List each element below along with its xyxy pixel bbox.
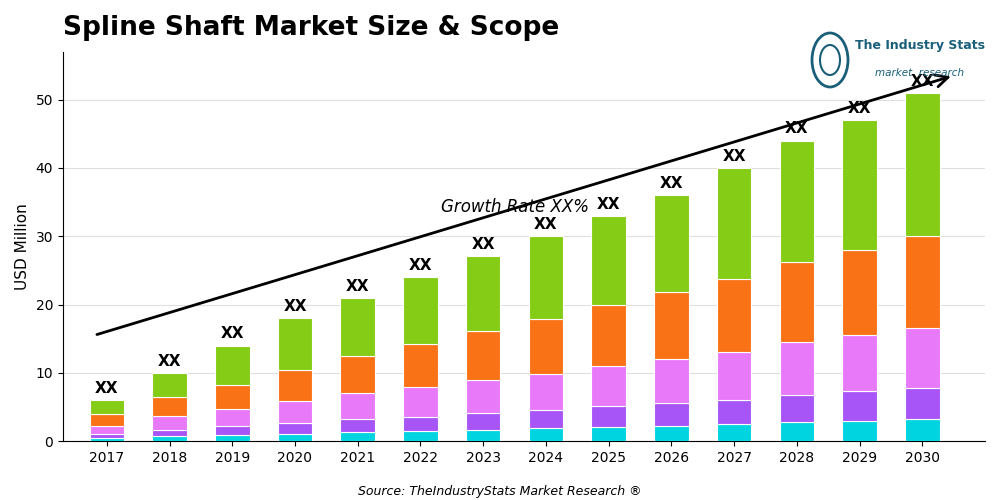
Bar (654, 195, 689, 292)
Bar (278, 434, 312, 442)
Bar (278, 401, 312, 423)
Bar (466, 331, 500, 380)
Text: XX: XX (660, 176, 683, 191)
Text: Spline Shaft Market Size & Scope: Spline Shaft Market Size & Scope (63, 15, 559, 41)
Text: market  research: market research (875, 68, 965, 78)
Bar (215, 435, 250, 442)
Bar (152, 373, 187, 397)
Bar (842, 336, 877, 392)
Bar (90, 414, 124, 426)
Bar (152, 416, 187, 430)
Bar (152, 430, 187, 436)
Text: XX: XX (785, 122, 809, 136)
Bar (591, 306, 626, 366)
Bar (152, 436, 187, 442)
Bar (529, 374, 563, 410)
Bar (905, 92, 940, 236)
Bar (717, 168, 751, 278)
Bar (654, 292, 689, 360)
Bar (780, 342, 814, 395)
Bar (90, 400, 124, 414)
Text: XX: XX (722, 149, 746, 164)
Bar (654, 360, 689, 403)
Text: XX: XX (409, 258, 432, 273)
Text: XX: XX (471, 237, 495, 252)
Bar (842, 120, 877, 250)
Bar (466, 430, 500, 442)
Bar (215, 346, 250, 385)
Bar (340, 432, 375, 442)
Bar (591, 366, 626, 406)
Bar (842, 392, 877, 421)
Bar (842, 421, 877, 442)
Bar (466, 256, 500, 331)
Bar (717, 278, 751, 351)
Text: XX: XX (911, 74, 934, 88)
Bar (654, 403, 689, 425)
Bar (466, 380, 500, 414)
Bar (466, 414, 500, 430)
Text: XX: XX (597, 196, 620, 212)
Text: XX: XX (346, 278, 369, 293)
Bar (215, 426, 250, 435)
Bar (90, 434, 124, 438)
Bar (529, 236, 563, 319)
Text: Source: TheIndustryStats Market Research ®: Source: TheIndustryStats Market Research… (358, 484, 642, 498)
Bar (340, 298, 375, 356)
Bar (591, 406, 626, 427)
Text: Growth Rate XX%: Growth Rate XX% (441, 198, 589, 216)
Text: XX: XX (534, 217, 558, 232)
Bar (529, 428, 563, 442)
Bar (278, 423, 312, 434)
Bar (905, 328, 940, 388)
Bar (90, 438, 124, 442)
Bar (340, 394, 375, 419)
Bar (780, 395, 814, 422)
Bar (529, 410, 563, 428)
Bar (278, 370, 312, 401)
Bar (90, 426, 124, 434)
Text: XX: XX (221, 326, 244, 342)
Bar (591, 427, 626, 442)
Bar (403, 431, 438, 442)
Y-axis label: USD Million: USD Million (15, 203, 30, 290)
Bar (591, 216, 626, 306)
Bar (654, 426, 689, 442)
Text: XX: XX (95, 381, 119, 396)
Text: XX: XX (848, 101, 871, 116)
Bar (403, 344, 438, 388)
Text: The Industry Stats: The Industry Stats (855, 38, 985, 52)
Bar (905, 388, 940, 420)
Bar (780, 422, 814, 442)
Bar (403, 277, 438, 344)
Bar (842, 250, 877, 336)
Bar (905, 420, 940, 442)
Bar (780, 140, 814, 262)
Bar (717, 424, 751, 442)
Bar (403, 388, 438, 416)
Text: XX: XX (283, 299, 307, 314)
Text: XX: XX (158, 354, 181, 369)
Bar (215, 409, 250, 426)
Bar (340, 356, 375, 394)
Bar (717, 352, 751, 400)
Bar (215, 385, 250, 409)
Bar (780, 262, 814, 342)
Bar (152, 397, 187, 416)
Bar (529, 319, 563, 374)
Bar (717, 400, 751, 424)
Bar (278, 318, 312, 370)
Bar (905, 236, 940, 328)
Bar (403, 416, 438, 431)
Bar (340, 420, 375, 432)
